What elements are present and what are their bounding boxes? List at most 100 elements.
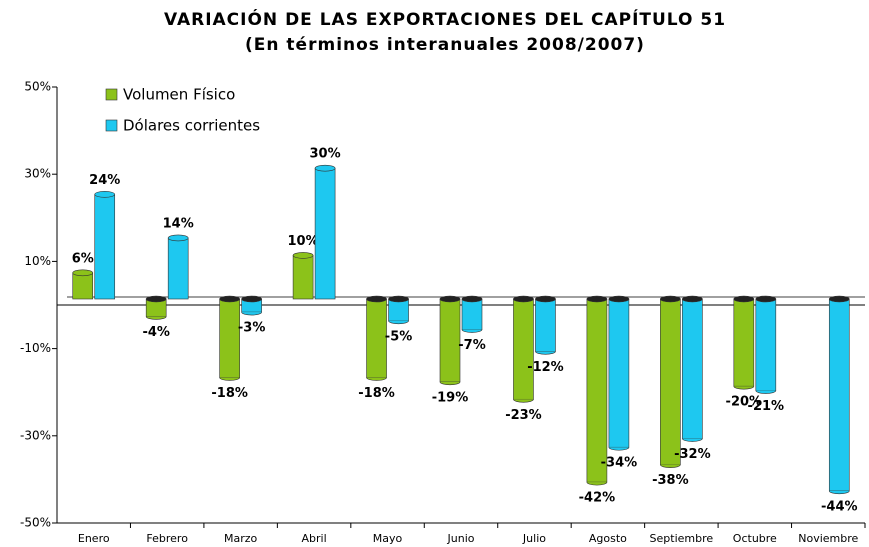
y-tick-label: -50%: [20, 516, 51, 530]
bar-cap: [586, 295, 608, 303]
bar: [660, 298, 681, 465]
bar-bottom: [828, 490, 850, 495]
x-tick-label: Enero: [78, 532, 110, 545]
bar-bottom: [388, 320, 409, 325]
x-tick-label: Julio: [522, 532, 546, 545]
data-label: -19%: [432, 390, 469, 405]
data-label: -3%: [238, 321, 265, 336]
x-tick-label: Octubre: [733, 532, 777, 545]
data-label: -44%: [821, 499, 858, 514]
bar-bottom: [682, 438, 703, 442]
x-tick-label: Abril: [302, 532, 327, 545]
bar-cap: [755, 295, 777, 303]
data-label: -23%: [505, 408, 542, 423]
bar-bottom: [535, 351, 556, 355]
bar: [314, 167, 336, 300]
bar-bottom: [241, 311, 262, 316]
bar-cap: [733, 295, 755, 303]
bar-bottom: [608, 447, 630, 451]
data-label: 10%: [288, 234, 319, 249]
bar-cap: [94, 191, 116, 198]
x-tick-label: Mayo: [373, 532, 403, 545]
bar-cap: [292, 252, 314, 259]
data-label: -32%: [674, 447, 711, 462]
data-label: -18%: [358, 386, 395, 401]
bar: [586, 298, 608, 483]
bar-bottom: [461, 329, 483, 333]
data-label: -4%: [142, 325, 169, 340]
legend-swatch: [105, 119, 118, 132]
bar-cap: [660, 295, 681, 303]
data-label: 30%: [310, 147, 341, 162]
legend-label: Volumen Físico: [123, 86, 235, 104]
legend-label: Dólares corrientes: [123, 117, 260, 135]
x-tick-label: Junio: [447, 532, 475, 545]
y-tick-label: -10%: [20, 341, 51, 355]
bar-cap: [167, 234, 189, 242]
y-tick-label: 50%: [24, 80, 51, 94]
bar-bottom: [513, 399, 534, 403]
x-tick-label: Febrero: [146, 532, 188, 545]
data-label: -5%: [385, 329, 412, 344]
bar-bottom: [755, 390, 777, 394]
bar: [733, 298, 755, 387]
bar: [94, 194, 116, 300]
data-label: -20%: [726, 395, 763, 410]
bar: [755, 298, 777, 391]
bar-cap: [828, 295, 850, 303]
data-label: -42%: [579, 491, 616, 506]
bar: [513, 298, 534, 400]
x-tick-label: Septiembre: [650, 532, 714, 545]
legend-swatch: [105, 88, 118, 101]
bar: [608, 298, 630, 448]
bar-cap: [72, 269, 94, 277]
bar-cap: [439, 295, 461, 303]
bar: [366, 298, 387, 378]
bar-cap: [219, 295, 240, 303]
bar-cap: [608, 295, 630, 303]
bar-bottom: [366, 377, 387, 381]
y-tick-label: 10%: [24, 254, 51, 268]
bar: [682, 298, 703, 439]
chart-subtitle: (En términos interanuales 2008/2007): [245, 35, 645, 55]
bar: [828, 298, 850, 492]
bar: [461, 298, 483, 330]
data-label: -12%: [527, 360, 564, 375]
data-label: -21%: [748, 399, 785, 414]
bar-cap: [241, 295, 262, 303]
chart-title: VARIACIÓN DE LAS EXPORTACIONES DEL CAPÍT…: [164, 8, 726, 30]
bar: [292, 255, 314, 300]
bar-bottom: [586, 482, 608, 486]
x-tick-label: Agosto: [589, 532, 627, 545]
bar-bottom: [439, 381, 461, 386]
bar-cap: [682, 295, 703, 303]
bar-cap: [388, 295, 409, 303]
bar: [439, 298, 461, 383]
bar-bottom: [733, 386, 755, 390]
bar-bottom: [145, 316, 167, 320]
data-label: -18%: [211, 386, 248, 401]
bar-cap: [366, 295, 387, 303]
x-tick-label: Noviembre: [798, 532, 858, 545]
bar-cap: [461, 295, 483, 303]
bar-cap: [513, 295, 534, 303]
bar: [535, 298, 556, 352]
data-label: -7%: [458, 338, 485, 353]
bar: [167, 237, 189, 300]
bar-cap: [535, 295, 556, 303]
y-tick-label: -30%: [20, 428, 51, 442]
data-label: 6%: [72, 251, 94, 266]
y-tick-label: 30%: [24, 167, 51, 181]
data-label: 14%: [163, 216, 194, 231]
bar-cap: [145, 295, 167, 303]
bar: [219, 298, 240, 378]
bar-cap: [314, 164, 336, 172]
data-label: -38%: [652, 473, 689, 488]
bar: [72, 272, 94, 300]
data-label: 24%: [89, 173, 120, 188]
bar-bottom: [219, 377, 240, 381]
bar-bottom: [660, 464, 681, 468]
x-tick-label: Marzo: [224, 532, 258, 545]
data-label: -34%: [601, 456, 638, 471]
